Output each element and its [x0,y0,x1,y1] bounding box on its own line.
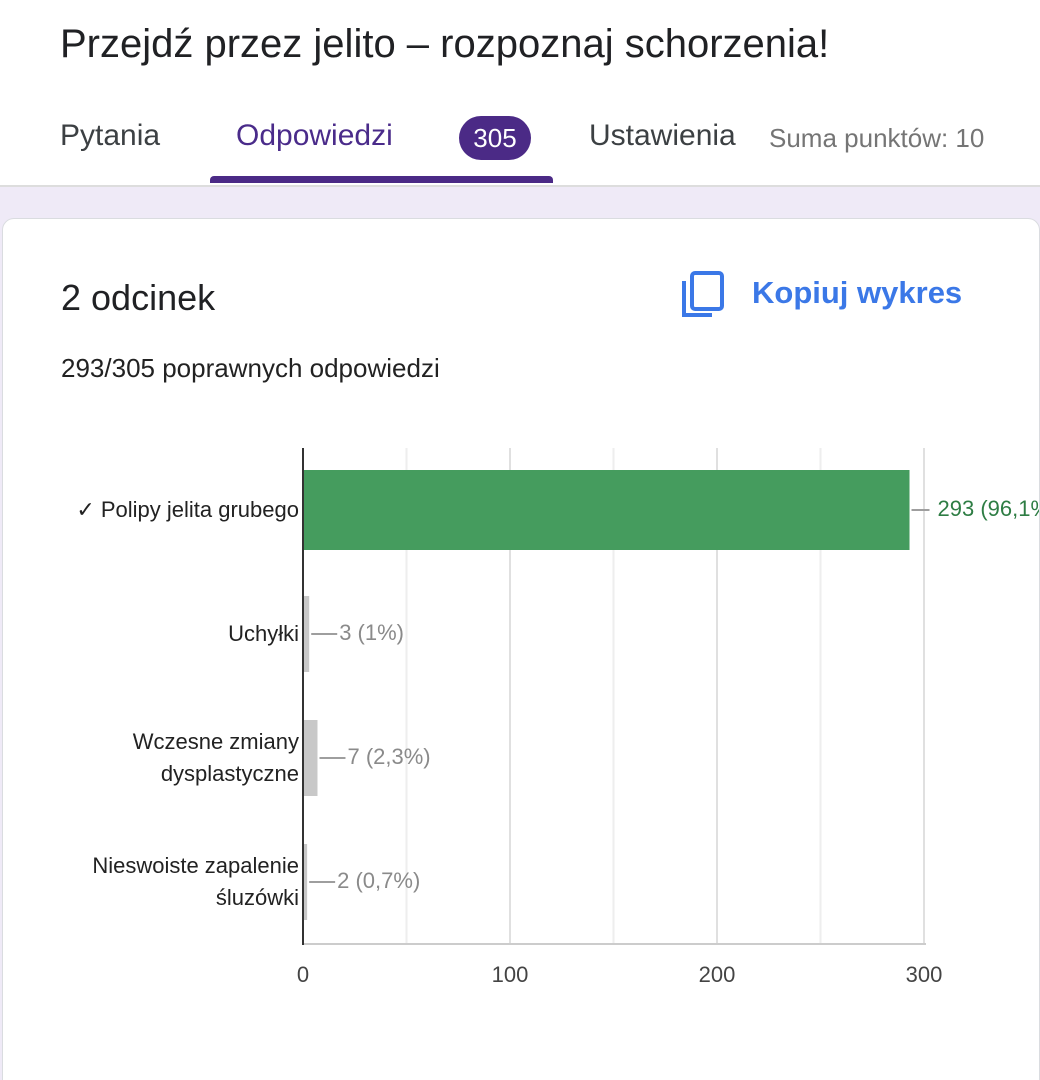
bar [303,720,318,796]
tab-underline [210,176,553,183]
category-label: Uchyłki [228,621,299,646]
category-label: Wczesne zmiany dysplastyczne [132,729,299,786]
value-label: 293 (96,1%) [938,496,1039,521]
value-label: 2 (0,7%) [337,868,420,893]
tab-active[interactable]: Odpowiedzi [236,119,393,152]
x-tick-label: 0 [297,962,309,987]
total-points: Suma punktów: 10 [769,123,985,153]
badge: 305 [459,116,531,160]
bar [303,470,910,550]
copy-button[interactable]: Kopiuj wykres [752,275,963,310]
x-tick-label: 100 [492,962,529,987]
category-label: ✓ Polipy jelita grubego [76,497,299,522]
chart: 0 100 200 300 293 (96,1%) 3 (1%) 7 (2,3%) 2 (0,… [297,448,1039,987]
bar [303,844,308,920]
summary: 293/305 poprawnych odpowiedzi [61,353,440,383]
card: 2 odcinek Kopiuj wykres 293/305 poprawny… [2,218,1040,1080]
section-title: 2 odcinek [61,277,216,318]
x-tick-label: 300 [906,962,943,987]
value-label: 7 (2,3%) [347,744,430,769]
category-label: Nieswoiste zapalenie śluzówki [92,853,299,910]
bar [303,596,310,672]
tab[interactable]: Pytania [60,119,161,152]
form-title: Przejdź przez jelito – rozpoznaj schorze… [60,22,830,66]
copy-icon[interactable] [679,269,727,321]
x-tick-label: 200 [699,962,736,987]
value-label: 3 (1%) [339,620,404,645]
tab[interactable]: Ustawienia [589,119,736,152]
